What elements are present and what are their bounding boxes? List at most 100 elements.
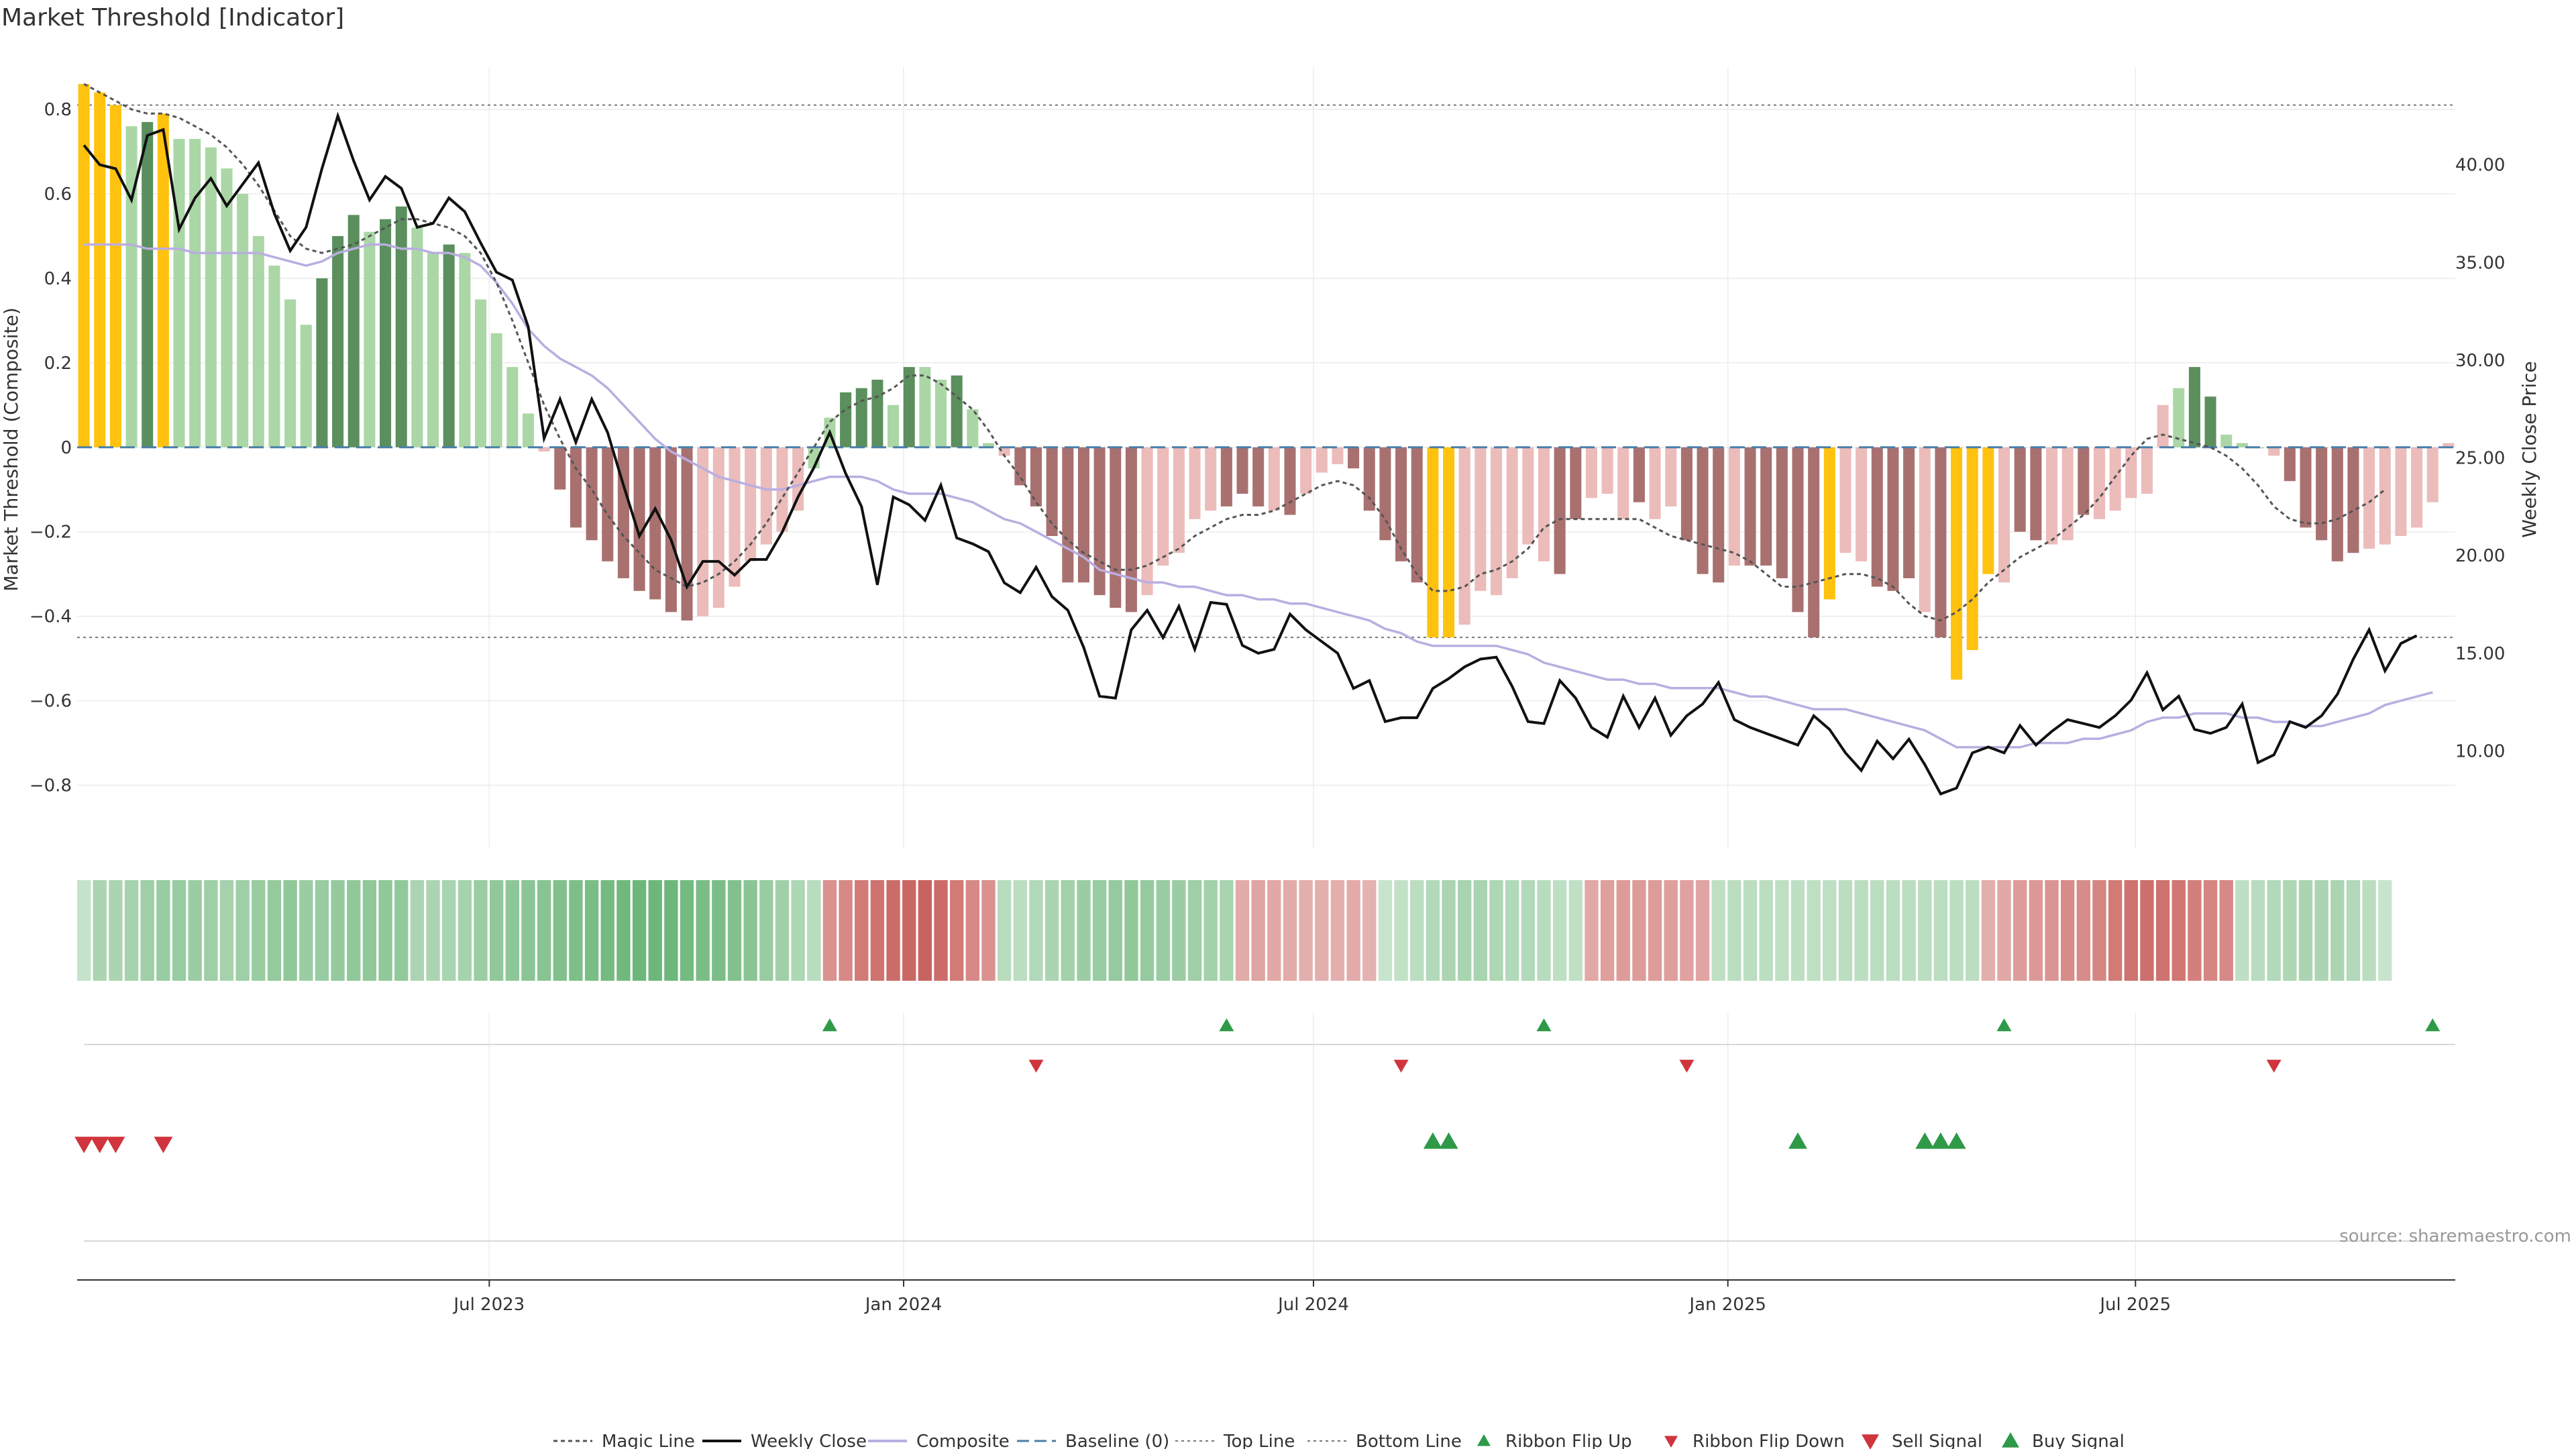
ribbon-cell (2029, 880, 2043, 981)
ribbon-cell (1220, 880, 1234, 981)
composite-bar (474, 299, 487, 447)
ribbon-cell (553, 880, 567, 981)
ribbon-cell (1426, 880, 1440, 981)
composite-bar (1697, 447, 1709, 574)
composite-bar (1823, 447, 1835, 600)
legend-label: Magic Line (602, 1432, 695, 1449)
ribbon-cell (331, 880, 345, 981)
ribbon-cell (1902, 880, 1916, 981)
ribbon-cell (1838, 880, 1853, 981)
ribbon-cell (1140, 880, 1155, 981)
ribbon-cell (2314, 880, 2328, 981)
ribbon-flip-down-marker (1393, 1059, 1409, 1073)
ribbon-cell (2171, 880, 2186, 981)
composite-bar (1808, 447, 1820, 638)
ribbon-cell (1585, 880, 1599, 981)
composite-bar (316, 278, 328, 447)
ribbon-cell (394, 880, 409, 981)
ribbon-cell (839, 880, 853, 981)
ribbon-cell (2188, 880, 2202, 981)
legend-label: Sell Signal (1892, 1432, 1982, 1449)
ribbon-cell (1315, 880, 1329, 981)
ribbon-cell (569, 880, 583, 981)
composite-bar (300, 325, 312, 447)
y-tick-label: 0.2 (44, 354, 72, 374)
y2-tick-label: 35.00 (2455, 253, 2505, 273)
legend-swatch-up-triangle (1477, 1434, 1491, 1446)
ribbon-cell (1870, 880, 1884, 981)
ribbon-cell (426, 880, 440, 981)
ribbon-cell (1489, 880, 1503, 981)
sell-signal-marker (74, 1136, 94, 1153)
ribbon-cell (1473, 880, 1488, 981)
composite-bar (888, 405, 900, 447)
composite-bar (2030, 447, 2042, 541)
y2-tick-label: 20.00 (2455, 546, 2505, 566)
ribbon-cell (1044, 880, 1059, 981)
composite-bar (1157, 447, 1169, 566)
ribbon-flip-down-marker (1679, 1059, 1695, 1073)
ribbon-cell (2235, 880, 2249, 981)
ribbon-cell (1632, 880, 1646, 981)
ribbon-cell (442, 880, 456, 981)
composite-bar (2300, 447, 2312, 528)
ribbon-cell (997, 880, 1012, 981)
composite-bar (1665, 447, 1677, 506)
composite-bar (237, 193, 249, 447)
composite-bar (1506, 447, 1518, 578)
ribbon-cell (93, 880, 107, 981)
composite-bar (1125, 447, 1137, 612)
composite-bar (2204, 396, 2216, 447)
ribbon-cell (156, 880, 170, 981)
composite-bar (2045, 447, 2058, 545)
composite-bar (1491, 447, 1503, 596)
ribbon-cell (2092, 880, 2106, 981)
composite-bar (427, 253, 439, 447)
ribbon-cell (584, 880, 599, 981)
ribbon-cell (902, 880, 916, 981)
y-tick-label: 0 (60, 438, 72, 458)
ribbon-cell (1759, 880, 1773, 981)
composite-bar (1014, 447, 1026, 486)
x-tick-label: Jul 2024 (1277, 1295, 1349, 1315)
legend-label: Ribbon Flip Up (1505, 1432, 1632, 1449)
ribbon-cell (315, 880, 329, 981)
ribbon-cell (1187, 880, 1202, 981)
ribbon-cell (2219, 880, 2233, 981)
sell-signal-marker (154, 1136, 173, 1153)
buy-signal-marker (1788, 1132, 1807, 1149)
composite-bar (2220, 434, 2233, 447)
ribbon-cell (2060, 880, 2075, 981)
ribbon-cell (1823, 880, 1837, 981)
ribbon-cell (410, 880, 425, 981)
composite-bar (1839, 447, 1851, 553)
ribbon-cell (1378, 880, 1393, 981)
ribbon-cell (791, 880, 805, 981)
legend-swatch-down-triangle (1862, 1434, 1879, 1449)
composite-bar (1046, 447, 1058, 536)
ribbon-cell (2013, 880, 2027, 981)
y-tick-label: −0.6 (30, 692, 72, 712)
ribbon-flip-up-marker (822, 1018, 837, 1032)
ribbon-flip-up-marker (1219, 1018, 1234, 1032)
ribbon-cell (1299, 880, 1313, 981)
buy-signal-marker (1423, 1132, 1442, 1149)
ribbon-cell (1981, 880, 1996, 981)
composite-bar (570, 447, 582, 528)
composite-bar (459, 253, 471, 447)
ribbon-cell (1775, 880, 1789, 981)
composite-bar (252, 235, 264, 447)
composite-bar (125, 126, 138, 447)
composite-bar (1966, 447, 1978, 651)
composite-bar (1363, 447, 1375, 511)
y-axis-label: Market Threshold (Composite) (0, 307, 22, 591)
ribbon-cell (2362, 880, 2376, 981)
legend-swatch-up-triangle (2002, 1432, 2019, 1448)
composite-bar (919, 367, 931, 447)
composite-bar (1189, 447, 1201, 519)
y-axis-ticks: 0.8 0.6 0.4 0.2 0 −0.2 −0.4 −0.6 −0.8 (30, 100, 72, 796)
sell-signal-marker (106, 1136, 125, 1153)
ribbon-cell (965, 880, 980, 981)
composite-bar (1585, 447, 1597, 498)
